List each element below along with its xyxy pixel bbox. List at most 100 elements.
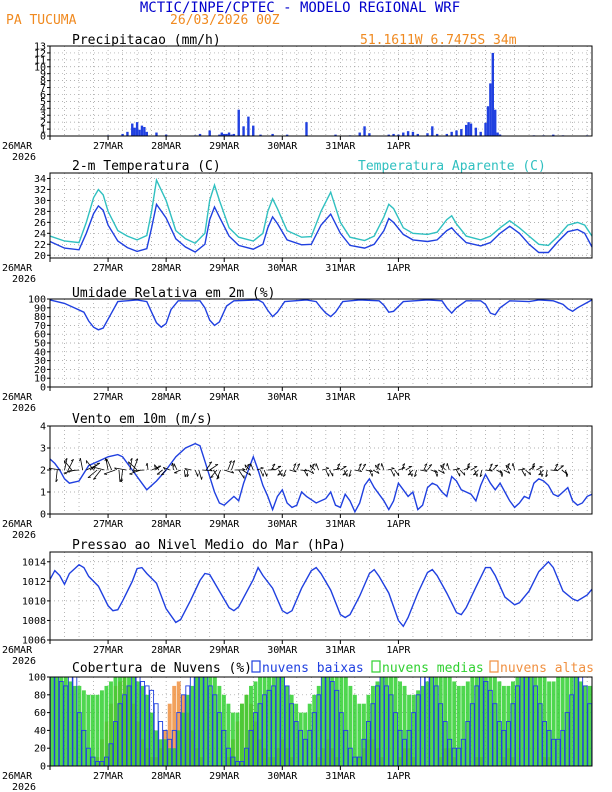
x-tick-label: 30MAR (267, 141, 298, 152)
precip-bar (164, 134, 168, 136)
cloud-bar-mid (538, 677, 543, 766)
wind-arrow-head (541, 473, 544, 477)
wind-arrow-head (555, 463, 559, 466)
cloud-bar-mid (217, 685, 222, 766)
precip-bar (491, 52, 494, 136)
wind-arrow (512, 463, 515, 471)
wind-arrow-head (304, 468, 308, 472)
precip-bar (247, 116, 250, 136)
wind-arrow (342, 469, 348, 476)
cloud-bar-mid (77, 685, 82, 766)
wind-arrow (87, 469, 98, 478)
precip-bar (426, 133, 429, 136)
wind-arrow (85, 460, 94, 471)
cloud-bar-high (176, 681, 181, 766)
wind-arrow-head (507, 463, 510, 466)
wind-arrow-head (311, 470, 314, 474)
wind-arrow (343, 469, 348, 477)
cloud-bar-mid (352, 694, 357, 766)
wind-arrow-head (132, 470, 136, 473)
pressure-frame (49, 551, 593, 641)
wind-arrow (238, 469, 245, 479)
wind-arrow-head (463, 472, 466, 476)
wind-arrow (67, 459, 74, 471)
clouds-frame (49, 676, 593, 767)
wind-arrow (372, 469, 380, 474)
cloud-bar-mid (438, 677, 443, 766)
x-tick-label: 26MAR (2, 141, 33, 152)
wind-arrow (557, 465, 564, 471)
humidity-x-labels: 26MAR 27MAR 28MAR 29MAR 30MAR 31MAR 1APR 2026 (2, 392, 411, 414)
x-tick-label: 29MAR (209, 141, 240, 152)
wind-arrow (296, 463, 301, 471)
wind-arrow (369, 469, 373, 477)
mid-cloud-legend-icon (371, 660, 381, 673)
precip-bar (402, 132, 405, 136)
wind-arrow (398, 467, 406, 471)
wind-arrow (106, 458, 113, 471)
wind-arrow (401, 463, 406, 471)
x-tick-label: 1APR (386, 771, 411, 782)
x-tick-label: 28MAR (151, 519, 182, 530)
y-tick-label: 10 (34, 374, 46, 385)
cloud-bar-mid (312, 694, 317, 766)
wind-arrow (423, 463, 428, 471)
cloud-bar-mid (199, 677, 204, 766)
cloud-bar-mid (118, 677, 122, 766)
precip-bar (489, 83, 492, 136)
cloud-bar-mid (384, 677, 389, 766)
humidity-series-line-0 (49, 299, 593, 331)
wind-arrow-head (210, 476, 214, 479)
wind-arrow-head (248, 472, 252, 476)
y-tick-label: 20 (34, 744, 46, 755)
wind-arrow (503, 469, 511, 474)
precip-bar (368, 133, 371, 136)
wind-arrow (474, 469, 478, 477)
wind-arrow (274, 465, 282, 471)
station-coordinates: 51.1611W 6.7475S 34m (360, 33, 517, 48)
wind-arrow-head (231, 470, 235, 474)
y-tick-label: 40 (34, 347, 46, 358)
x-tick-label: 26MAR (2, 263, 33, 274)
wind-arrow-head (380, 463, 383, 467)
cloud-bar-mid (226, 703, 231, 766)
cloud-bar-mid (461, 685, 466, 766)
y-tick-label: 0 (40, 132, 46, 143)
y-tick-label: 50 (34, 339, 46, 350)
y-tick-label: 1006 (22, 636, 46, 647)
wind-arrow-head (120, 479, 124, 483)
wind-arrow-head (440, 464, 442, 469)
precip-bar (155, 132, 158, 136)
wind-arrow (154, 464, 160, 471)
y-tick-label: 1014 (22, 557, 46, 568)
y-tick-label: 1012 (22, 577, 46, 588)
cloud-bar-mid (470, 677, 475, 766)
y-tick-label: 0 (40, 383, 46, 394)
cloud-bar-mid (316, 685, 321, 766)
wind-arrow-head (184, 468, 188, 471)
temp-x-labels: 26MAR 27MAR 28MAR 29MAR 30MAR 31MAR 1APR 2026 (2, 263, 411, 285)
wind-arrow (231, 460, 236, 471)
wind-arrow (414, 469, 417, 477)
precip-bar (252, 125, 255, 136)
precip-bar (474, 127, 478, 136)
wind-arrow (376, 463, 380, 471)
high-cloud-legend-icon (489, 660, 499, 673)
wind-arrow-head (446, 463, 448, 467)
y-tick-label: 11 (34, 55, 46, 66)
run-datetime: 26/03/2026 00Z (170, 13, 280, 28)
wind-arrow (485, 469, 493, 472)
y-tick-label: 10 (34, 62, 46, 73)
x-tick-label: 1APR (386, 263, 411, 274)
y-tick-label: 60 (34, 708, 46, 719)
wind-arrow (459, 469, 466, 476)
cloud-bar-mid (370, 685, 375, 766)
wind-arrow-head (402, 466, 406, 469)
wind-arrow-head (260, 466, 264, 469)
precip-bar (145, 131, 148, 136)
cloud-bar-mid (253, 681, 258, 766)
humidity-frame (49, 298, 593, 388)
y-tick-label: 1010 (22, 596, 46, 607)
wind-arrow (538, 469, 544, 476)
precip-bar (305, 122, 308, 136)
